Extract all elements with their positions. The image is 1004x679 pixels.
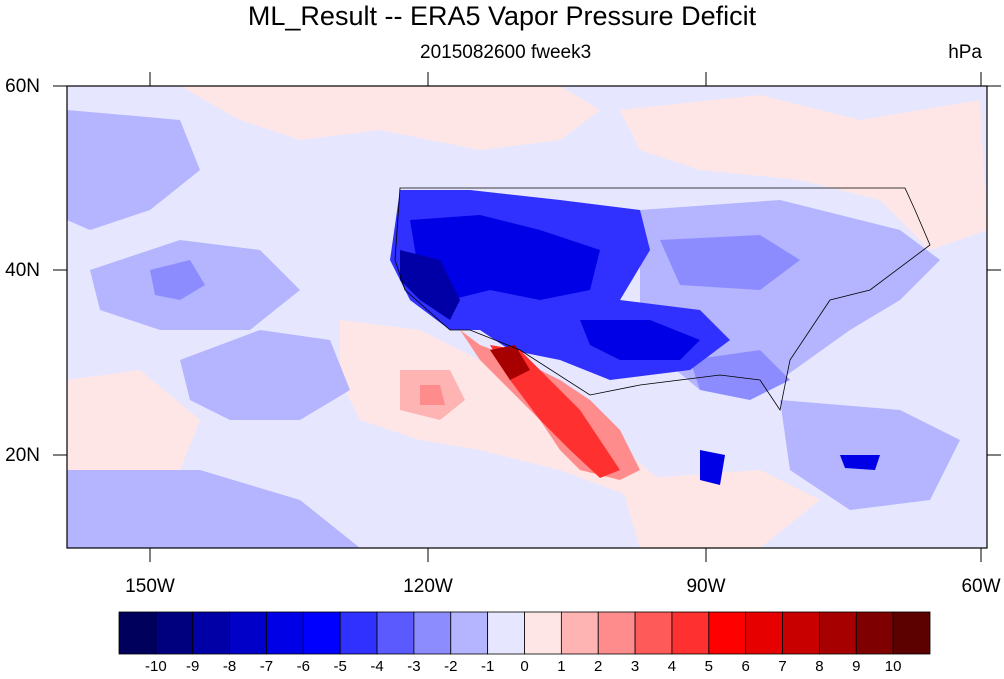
colorbar-tick-label: -6 bbox=[296, 658, 310, 675]
colorbar-swatch bbox=[339, 611, 378, 655]
colorbar-swatch bbox=[782, 611, 820, 655]
pink-region-north bbox=[180, 86, 600, 150]
colorbar-swatch bbox=[560, 611, 599, 655]
us-outline bbox=[394, 187, 931, 412]
colorbar-tick-label: -8 bbox=[222, 658, 237, 675]
colorbar-swatch bbox=[192, 611, 230, 655]
colorbar-tick-label: 3 bbox=[630, 658, 640, 675]
colorbar-swatch bbox=[597, 611, 636, 655]
colorbar-tick-label: -1 bbox=[480, 658, 495, 675]
colorbar-swatch bbox=[266, 611, 304, 655]
colorbar-swatch bbox=[487, 611, 525, 655]
colorbar-swatch bbox=[524, 611, 562, 655]
colorbar-tick-label: -10 bbox=[145, 658, 167, 675]
blue-region-great-basin bbox=[410, 215, 600, 300]
lon-label-150w: 150W bbox=[125, 576, 175, 597]
colorbar-swatch bbox=[892, 611, 931, 655]
colorbar-swatch bbox=[118, 611, 157, 655]
colorbar-tick-label: 6 bbox=[741, 658, 750, 675]
colorbar-tick-label: 9 bbox=[852, 658, 861, 675]
colorbar-swatch bbox=[229, 611, 267, 655]
red-region-mexico-core bbox=[490, 345, 620, 478]
map-frame bbox=[66, 85, 988, 549]
colorbar bbox=[118, 611, 931, 655]
colorbar-tick-label: 4 bbox=[667, 658, 677, 675]
colorbar-swatch bbox=[450, 611, 489, 655]
blue-region-midwest bbox=[660, 235, 800, 290]
red-region-pacific-core bbox=[420, 385, 445, 405]
colorbar-swatch bbox=[708, 611, 747, 655]
colorbar-tick-label: -7 bbox=[259, 658, 274, 675]
colorbar-tick-label: 8 bbox=[815, 658, 824, 675]
map-field bbox=[67, 86, 987, 548]
map-subtitle: 2015082600 fweek3 bbox=[420, 42, 592, 63]
colorbar-tick-label: -2 bbox=[444, 658, 458, 675]
colorbar-swatch bbox=[302, 611, 341, 655]
blue-region-caribbean-core bbox=[840, 455, 880, 470]
colorbar-tick-label: -4 bbox=[370, 658, 384, 675]
colorbar-tick-label: 2 bbox=[594, 658, 603, 675]
colorbar-swatch bbox=[376, 611, 415, 655]
blue-region-core bbox=[150, 260, 205, 300]
lon-label-60w: 60W bbox=[961, 576, 1001, 597]
map-title: ML_Result -- ERA5 Vapor Pressure Deficit bbox=[247, 1, 757, 31]
colorbar-tick-label: 0 bbox=[520, 658, 529, 675]
lat-label-60n: 60N bbox=[5, 76, 40, 97]
blue-region-pacific-mid bbox=[180, 330, 350, 420]
lon-label-120w: 120W bbox=[403, 576, 453, 597]
blue-region-texas bbox=[580, 320, 700, 360]
blue-region-california bbox=[400, 250, 460, 320]
red-region-mexico-peak bbox=[490, 345, 530, 380]
lon-label-90w: 90W bbox=[686, 576, 726, 597]
colorbar-swatch bbox=[745, 611, 783, 655]
colorbar-swatch bbox=[634, 611, 673, 655]
lat-label-20n: 20N bbox=[5, 445, 40, 466]
pink-region-south bbox=[620, 470, 820, 548]
blue-region-pacific-south bbox=[67, 470, 360, 548]
colorbar-swatch bbox=[155, 611, 194, 655]
colorbar-tick-label: 7 bbox=[778, 658, 787, 675]
colorbar-tick-label: -3 bbox=[407, 658, 421, 675]
pink-region-northeast bbox=[620, 95, 987, 250]
colorbar-swatch bbox=[819, 611, 857, 655]
colorbar-swatch bbox=[413, 611, 452, 655]
units-label: hPa bbox=[948, 42, 982, 63]
lat-label-40n: 40N bbox=[5, 260, 40, 281]
blue-region-central-america bbox=[700, 450, 725, 485]
colorbar-tick-label: 10 bbox=[884, 658, 902, 675]
colorbar-tick-label: -5 bbox=[333, 658, 347, 675]
colorbar-tick-label: 5 bbox=[704, 658, 713, 675]
colorbar-tick-label: 1 bbox=[557, 658, 566, 675]
colorbar-swatch bbox=[671, 611, 710, 655]
axis-ticks bbox=[53, 72, 1001, 562]
blue-region-alaska bbox=[67, 110, 200, 230]
colorbar-tick-label: -9 bbox=[186, 658, 200, 675]
colorbar-swatch bbox=[855, 611, 894, 655]
